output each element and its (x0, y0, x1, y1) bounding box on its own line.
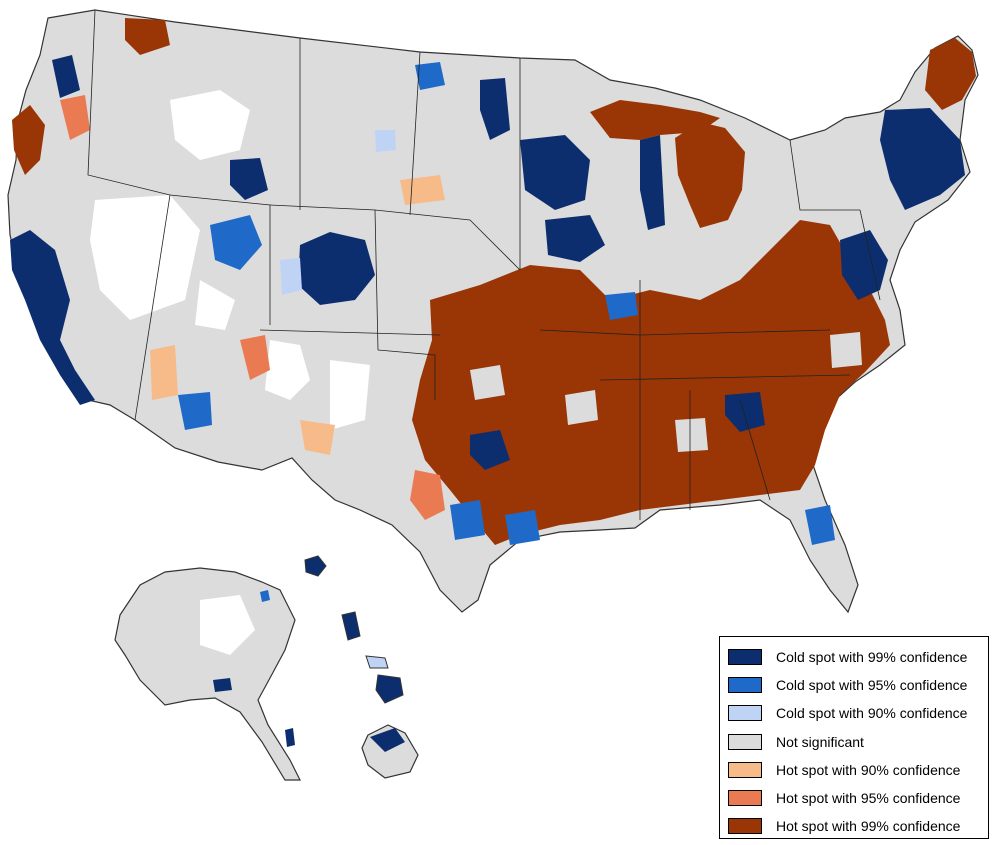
legend-item-cold-90: Cold spot with 90% confidence (728, 699, 980, 727)
hotspot-99-region (590, 100, 720, 140)
legend-label: Not significant (776, 733, 864, 750)
hawaii-island (341, 611, 361, 641)
coldspot-95-region (178, 392, 212, 430)
nodata-region (170, 90, 250, 160)
coldspot-99-region (470, 430, 510, 470)
coldspot-99-region (10, 230, 95, 405)
coldspot-95-region (210, 215, 262, 270)
coldspot-95-region (450, 500, 485, 540)
hotspot-99-region (675, 122, 745, 228)
hotspot-90-region (400, 175, 445, 205)
legend-label: Cold spot with 95% confidence (776, 677, 968, 694)
coldspot-99-region (640, 135, 665, 230)
coldspot-99-region (480, 78, 510, 140)
coldspot-99-region (230, 158, 268, 200)
coldspot-99-region (520, 135, 590, 210)
legend-label: Hot spot with 90% confidence (776, 761, 961, 778)
nodata-region (195, 280, 235, 330)
legend-swatch-cold-95 (728, 677, 762, 694)
coldspot-90-region (375, 130, 396, 152)
legend-swatch-hot-99 (728, 818, 762, 835)
legend-item-cold-95: Cold spot with 95% confidence (728, 671, 980, 699)
nodata-region (330, 360, 370, 430)
coldspot-95-region (260, 590, 270, 602)
map-regions (7, 9, 979, 781)
hotspot-99-region (12, 105, 45, 175)
legend-swatch-not-significant (728, 733, 762, 750)
coldspot-95-region (605, 292, 638, 320)
coldspot-99-region (285, 728, 295, 747)
coldspot-95-region (805, 505, 835, 545)
hawaii-island (304, 555, 327, 577)
legend-item-cold-99: Cold spot with 99% confidence (728, 643, 980, 671)
legend-swatch-cold-90 (728, 705, 762, 722)
notsig-region (470, 365, 505, 400)
hotspot-90-region (150, 345, 178, 400)
hotspot-99-region (925, 38, 976, 110)
nodata-region (90, 195, 200, 320)
alaska (114, 567, 301, 781)
legend-item-hot-95: Hot spot with 95% confidence (728, 784, 980, 812)
hotspot-99-region (412, 220, 890, 545)
hotspot-95-region (240, 335, 270, 380)
hotspot-99-region (125, 18, 170, 55)
legend: Cold spot with 99% confidence Cold spot … (719, 636, 989, 839)
coldspot-99-region (880, 108, 965, 210)
coldspot-90-region (280, 258, 302, 295)
state-borders (87, 9, 881, 520)
hotspot-90-region (300, 420, 335, 455)
legend-label: Hot spot with 95% confidence (776, 790, 961, 807)
notsig-region (830, 332, 862, 368)
legend-swatch-cold-99 (728, 649, 762, 666)
coldspot-99-region (298, 232, 375, 305)
hotspot-95-region (60, 95, 90, 140)
legend-item-not-significant: Not significant (728, 728, 980, 756)
hawaii-island (375, 674, 404, 704)
coldspot-95-region (505, 510, 540, 545)
legend-label: Cold spot with 90% confidence (776, 705, 968, 722)
coldspot-99-region (545, 215, 605, 262)
alaska-nodata (200, 595, 255, 655)
hawaii-island (365, 655, 389, 669)
hotspot-95-region (410, 470, 445, 520)
legend-item-hot-90: Hot spot with 90% confidence (728, 756, 980, 784)
coldspot-99-region (52, 55, 80, 98)
notsig-region (565, 390, 598, 425)
coldspot-99-region (213, 678, 232, 692)
coldspot-95-region (415, 62, 445, 90)
legend-label: Cold spot with 99% confidence (776, 649, 968, 666)
legend-item-hot-99: Hot spot with 99% confidence (728, 812, 980, 840)
legend-swatch-hot-90 (728, 761, 762, 778)
legend-swatch-hot-95 (728, 790, 762, 807)
legend-label: Hot spot with 99% confidence (776, 818, 961, 835)
notsig-region (675, 418, 708, 452)
coldspot-99-region (725, 392, 765, 432)
nodata-region (265, 340, 310, 400)
coldspot-99-region (370, 728, 405, 752)
